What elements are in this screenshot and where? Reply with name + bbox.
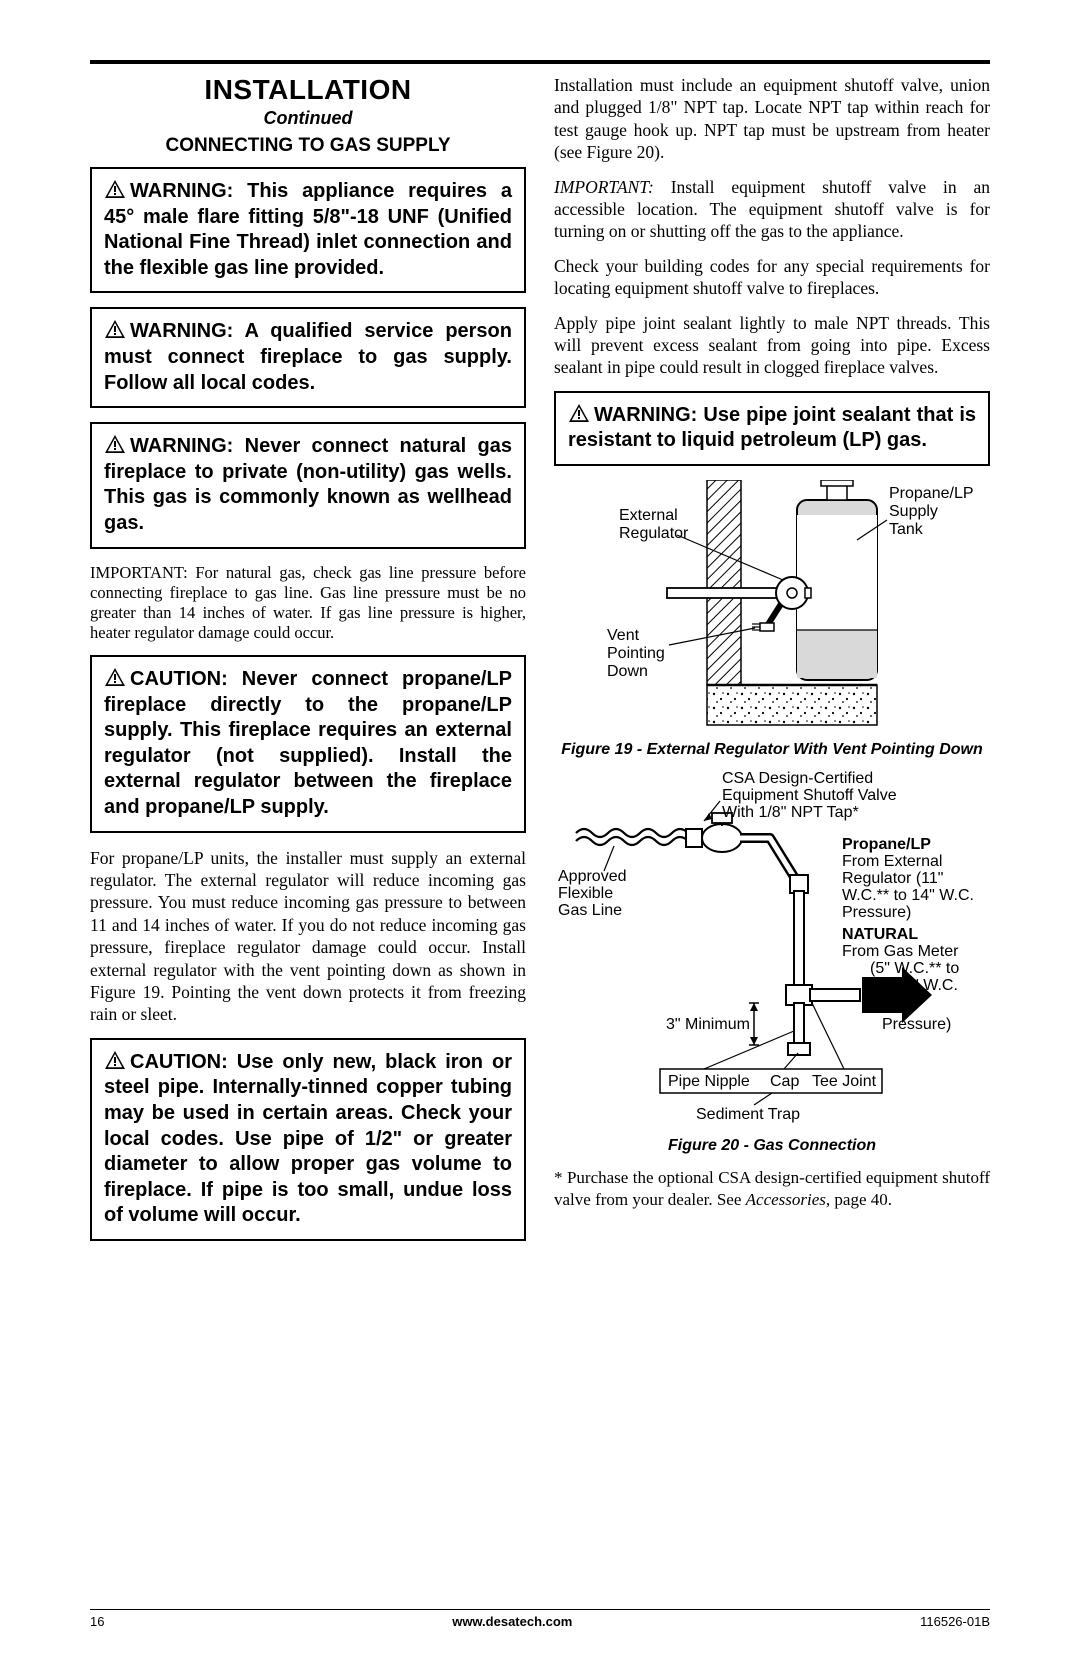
footnote-em: Accessories (746, 1190, 826, 1209)
important-note-2: IMPORTANT: Install equipment shutoff val… (554, 176, 990, 243)
svg-text:Pipe Nipple: Pipe Nipple (668, 1073, 750, 1090)
warning-1-text: WARNING: This appliance requires a 45° m… (104, 180, 512, 279)
caution-2-text: CAUTION: Use only new, black iron or ste… (104, 1051, 512, 1227)
continued-label: Continued (90, 108, 526, 129)
top-rule (90, 60, 990, 64)
page-footer: 16 www.desatech.com 116526-01B (90, 1609, 990, 1629)
important-note-1: IMPORTANT: For natural gas, check gas li… (90, 563, 526, 644)
body-para-shutoff: Installation must include an equipment s… (554, 74, 990, 164)
figure-20: 3" Minimum CSA Design-Certified Equipmen… (554, 771, 990, 1131)
left-column: INSTALLATION Continued CONNECTING TO GAS… (90, 74, 526, 1241)
warning-box-4: WARNING: Use pipe joint sealant that is … (554, 391, 990, 466)
svg-text:Pointing: Pointing (607, 645, 665, 662)
figure-19-caption: Figure 19 - External Regulator With Vent… (554, 741, 990, 759)
svg-text:Tee Joint: Tee Joint (812, 1073, 877, 1090)
footnote-tail: , page 40. (826, 1190, 892, 1209)
svg-text:Regulator: Regulator (619, 525, 689, 542)
important-label: IMPORTANT: (554, 177, 654, 197)
svg-text:Supply: Supply (889, 503, 938, 520)
svg-text:10.5" W.C.: 10.5" W.C. (882, 977, 958, 994)
warning-box-2: WARNING: A qualified service person must… (90, 307, 526, 408)
svg-text:3" Minimum: 3" Minimum (666, 1016, 750, 1033)
warning-box-1: WARNING: This appliance requires a 45° m… (90, 167, 526, 293)
footer-page-number: 16 (90, 1614, 104, 1629)
footnote: * Purchase the optional CSA design-certi… (554, 1167, 990, 1211)
svg-text:With 1/8" NPT Tap*: With 1/8" NPT Tap* (722, 804, 859, 821)
figure-19: Propane/LP Supply Tank External Regulato… (554, 480, 990, 735)
svg-text:Regulator (11": Regulator (11" (842, 870, 943, 887)
svg-text:Sediment Trap: Sediment Trap (696, 1106, 800, 1123)
page-title: INSTALLATION (90, 74, 526, 106)
fig19-label-tank: Propane/LP (889, 485, 974, 502)
svg-text:(5" W.C.** to: (5" W.C.** to (870, 960, 959, 977)
footer-url: www.desatech.com (452, 1614, 572, 1629)
svg-text:Down: Down (607, 663, 648, 680)
svg-text:W.C.** to 14" W.C.: W.C.** to 14" W.C. (842, 887, 974, 904)
svg-text:Approved: Approved (558, 868, 627, 885)
svg-text:Propane/LP: Propane/LP (842, 836, 931, 853)
svg-text:Gas Line: Gas Line (558, 902, 622, 919)
warning-box-3: WARNING: Never connect natural gas firep… (90, 422, 526, 548)
warning-icon (104, 179, 126, 199)
svg-text:Equipment Shutoff Valve: Equipment Shutoff Valve (722, 787, 897, 804)
caution-box-2: CAUTION: Use only new, black iron or ste… (90, 1038, 526, 1241)
svg-text:Tank: Tank (889, 521, 924, 538)
svg-text:Pressure): Pressure) (882, 1016, 951, 1033)
warning-icon (104, 434, 126, 454)
caution-box-1: CAUTION: Never connect propane/LP firepl… (90, 655, 526, 833)
body-para-lp: For propane/LP units, the installer must… (90, 847, 526, 1026)
warning-icon (568, 403, 590, 423)
warning-4-text: WARNING: Use pipe joint sealant that is … (568, 404, 976, 452)
figure-20-caption: Figure 20 - Gas Connection (554, 1137, 990, 1155)
warning-icon (104, 667, 126, 687)
warning-3-text: WARNING: Never connect natural gas firep… (104, 435, 512, 534)
svg-text:Flexible: Flexible (558, 885, 613, 902)
svg-text:NATURAL: NATURAL (842, 926, 918, 943)
right-column: Installation must include an equipment s… (554, 74, 990, 1241)
caution-1-text: CAUTION: Never connect propane/LP firepl… (104, 668, 512, 818)
section-subhead: CONNECTING TO GAS SUPPLY (90, 135, 526, 157)
svg-text:CSA Design-Certified: CSA Design-Certified (722, 771, 873, 787)
warning-icon (104, 1050, 126, 1070)
svg-text:External: External (619, 507, 678, 524)
warning-icon (104, 319, 126, 339)
svg-text:Pressure): Pressure) (842, 904, 911, 921)
svg-text:Cap: Cap (770, 1073, 799, 1090)
svg-text:From External: From External (842, 853, 942, 870)
warning-2-text: WARNING: A qualified service person must… (104, 320, 512, 393)
important-label: IMPORTANT: (90, 563, 188, 582)
two-column-layout: INSTALLATION Continued CONNECTING TO GAS… (90, 74, 990, 1241)
body-para-codes: Check your building codes for any specia… (554, 255, 990, 300)
body-para-sealant: Apply pipe joint sealant lightly to male… (554, 312, 990, 379)
svg-text:Vent: Vent (607, 627, 640, 644)
svg-text:From Gas Meter: From Gas Meter (842, 943, 959, 960)
footer-doc-number: 116526-01B (920, 1614, 990, 1629)
